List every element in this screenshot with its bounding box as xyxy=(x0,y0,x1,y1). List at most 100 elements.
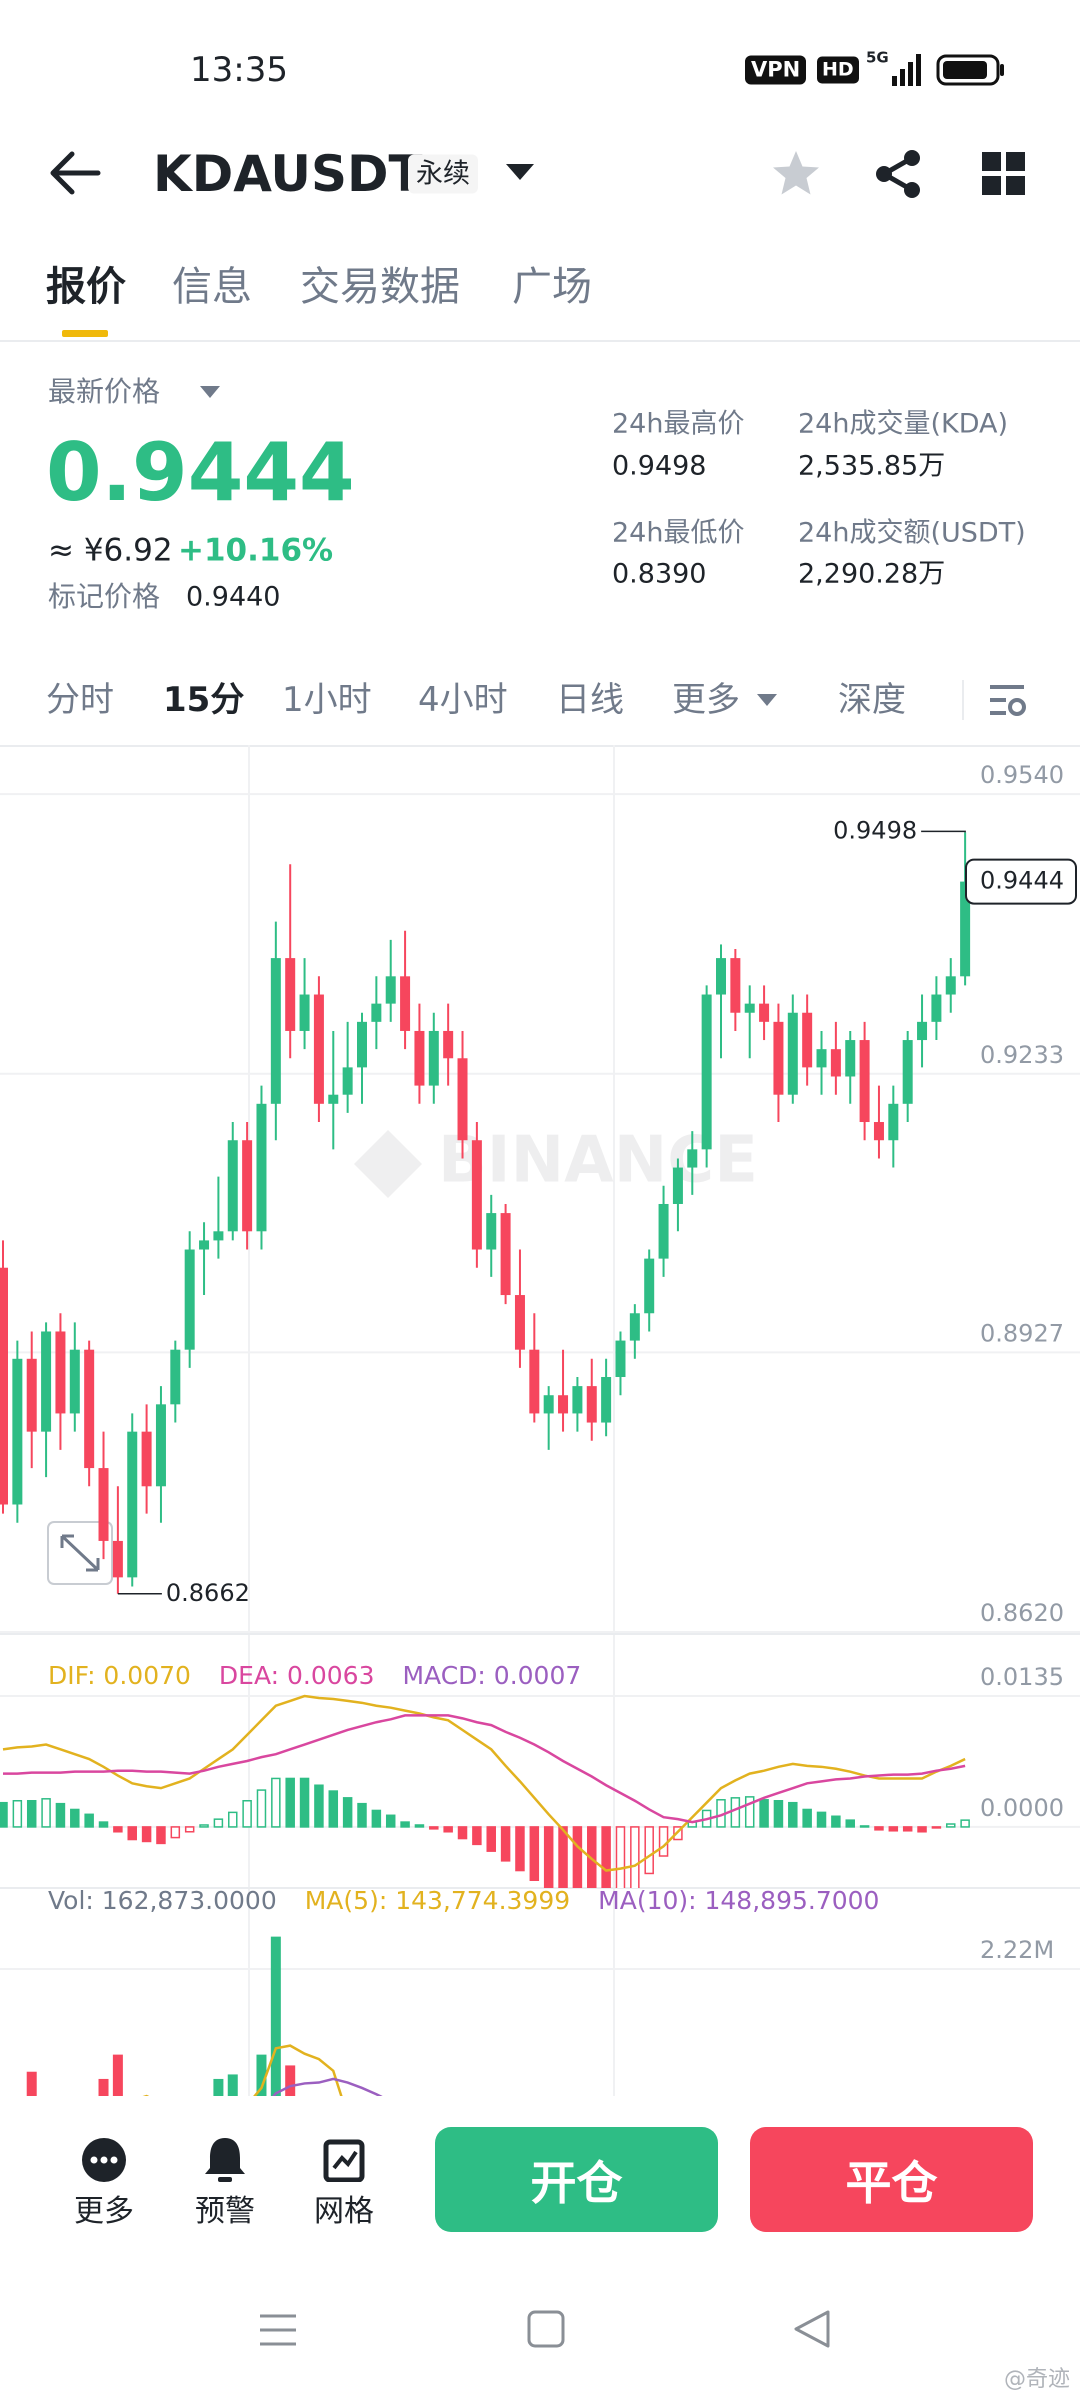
signal-bar xyxy=(892,76,897,86)
close-position-button[interactable]: 平仓 xyxy=(750,2127,1033,2232)
macd-bar xyxy=(874,1826,884,1831)
macd-bar xyxy=(170,1826,181,1839)
back-button[interactable] xyxy=(48,148,104,198)
macd-bar xyxy=(98,1821,109,1828)
macd-bar xyxy=(543,1826,554,1888)
candle-body xyxy=(730,958,741,1013)
macd-bar xyxy=(242,1799,252,1828)
more-dropdown[interactable] xyxy=(756,692,778,708)
symbol-dropdown[interactable] xyxy=(504,160,536,184)
interval[interactable]: 分时 xyxy=(46,680,114,720)
volume-bar xyxy=(270,1936,281,2096)
candle-body xyxy=(529,1349,540,1414)
tab[interactable]: 信息 xyxy=(172,264,252,310)
candle-body xyxy=(873,1122,884,1141)
interval[interactable]: 更多 xyxy=(672,680,740,720)
share-button[interactable] xyxy=(872,148,924,200)
nav-home[interactable] xyxy=(527,2310,565,2348)
macd-bar xyxy=(486,1826,496,1852)
tab[interactable]: 交易数据 xyxy=(300,264,460,310)
candle-body xyxy=(299,994,310,1031)
candle-body xyxy=(931,994,942,1022)
interval[interactable]: 1小时 xyxy=(282,680,372,720)
macd-bar xyxy=(529,1826,540,1881)
macd-bar xyxy=(946,1823,956,1828)
signal-bar xyxy=(908,62,913,86)
mark-price: 0.9440 xyxy=(186,581,281,613)
action-label[interactable]: 网格 xyxy=(314,2194,374,2229)
network-type: 5G xyxy=(866,48,889,67)
tab[interactable]: 广场 xyxy=(512,264,592,310)
macd-bar xyxy=(730,1797,741,1828)
interval[interactable]: 深度 xyxy=(838,680,906,720)
action-label[interactable]: 预警 xyxy=(195,2194,255,2229)
price-type-dropdown[interactable] xyxy=(199,384,221,400)
macd-bar xyxy=(788,1801,798,1828)
candle-body xyxy=(0,1267,8,1505)
candle-body xyxy=(457,1058,468,1141)
candle-body xyxy=(787,1012,798,1095)
indicator-line xyxy=(142,2044,343,2096)
macd-bar xyxy=(213,1818,224,1828)
legend-label: DIF: 0.0070 xyxy=(48,1661,191,1690)
candle-body xyxy=(12,1358,23,1505)
candle-body xyxy=(773,1021,784,1095)
macd-bar xyxy=(960,1819,970,1828)
interval[interactable]: 15分 xyxy=(163,680,245,720)
interval[interactable]: 4小时 xyxy=(418,680,508,720)
last-price: 0.9444 xyxy=(46,426,355,519)
clock: 13:35 xyxy=(190,50,288,90)
menu-button[interactable] xyxy=(982,152,1026,196)
macd-bar xyxy=(299,1777,310,1828)
macd-bar xyxy=(888,1826,899,1832)
more-icon[interactable] xyxy=(80,2136,128,2184)
candle-body xyxy=(400,976,411,1031)
volume-bar xyxy=(285,2065,296,2096)
expand-arrows xyxy=(60,1534,100,1572)
bottom-bar: 更多 预警 网格 开仓 平仓 @奇迹 xyxy=(0,2096,1080,2400)
candle-body xyxy=(69,1349,80,1414)
candle-body xyxy=(328,1094,339,1104)
alert-icon[interactable] xyxy=(201,2134,249,2184)
high-label: 0.9498 xyxy=(833,816,917,844)
macd-bar xyxy=(400,1821,410,1828)
symbol[interactable]: KDAUSDT xyxy=(153,145,423,203)
high-marker xyxy=(921,830,966,833)
macd-bar xyxy=(141,1826,152,1843)
volume-bar xyxy=(256,2054,267,2096)
legend-label: Vol: 162,873.0000 xyxy=(48,1886,277,1915)
stat-label: 24h最低价 xyxy=(612,517,745,549)
kline-chart[interactable]: BINANCE 0.95400.92330.89270.86200.94980.… xyxy=(0,745,1080,2096)
macd-bar xyxy=(859,1825,870,1828)
candle-body xyxy=(888,1103,899,1141)
navigation-bar: @奇迹 xyxy=(260,2310,1070,2392)
candle-body xyxy=(960,881,971,977)
interval[interactable]: 日线 xyxy=(556,680,624,720)
y-tick-label: 0.0135 xyxy=(980,1663,1064,1691)
icon-gear xyxy=(1008,698,1026,716)
macd-bar xyxy=(342,1797,353,1828)
candle-body xyxy=(816,1049,827,1068)
chart-settings[interactable] xyxy=(988,683,1028,719)
macd-bar xyxy=(917,1826,927,1833)
share-dot xyxy=(876,166,892,182)
tab[interactable]: 报价 xyxy=(46,264,126,310)
open-position-button[interactable]: 开仓 xyxy=(435,2127,718,2232)
candle-body xyxy=(170,1349,181,1405)
hd-badge: HD xyxy=(817,56,859,84)
favorite-button[interactable] xyxy=(770,148,822,200)
action-label[interactable]: 更多 xyxy=(74,2194,134,2229)
nav-back[interactable] xyxy=(794,2310,830,2348)
grid-icon[interactable] xyxy=(322,2134,366,2182)
candle-body xyxy=(155,1404,166,1487)
nav-menu[interactable] xyxy=(260,2314,296,2346)
candle-body xyxy=(414,1030,425,1086)
icon-trend xyxy=(332,2150,358,2170)
candle-body xyxy=(759,1003,770,1022)
expand-button[interactable] xyxy=(47,1521,113,1585)
y-tick-label: 2.22M xyxy=(980,1936,1054,1964)
signal-bar xyxy=(900,69,905,86)
candle-body xyxy=(141,1431,152,1487)
change-percent: +10.16% xyxy=(178,532,334,569)
candle-body xyxy=(256,1103,267,1232)
